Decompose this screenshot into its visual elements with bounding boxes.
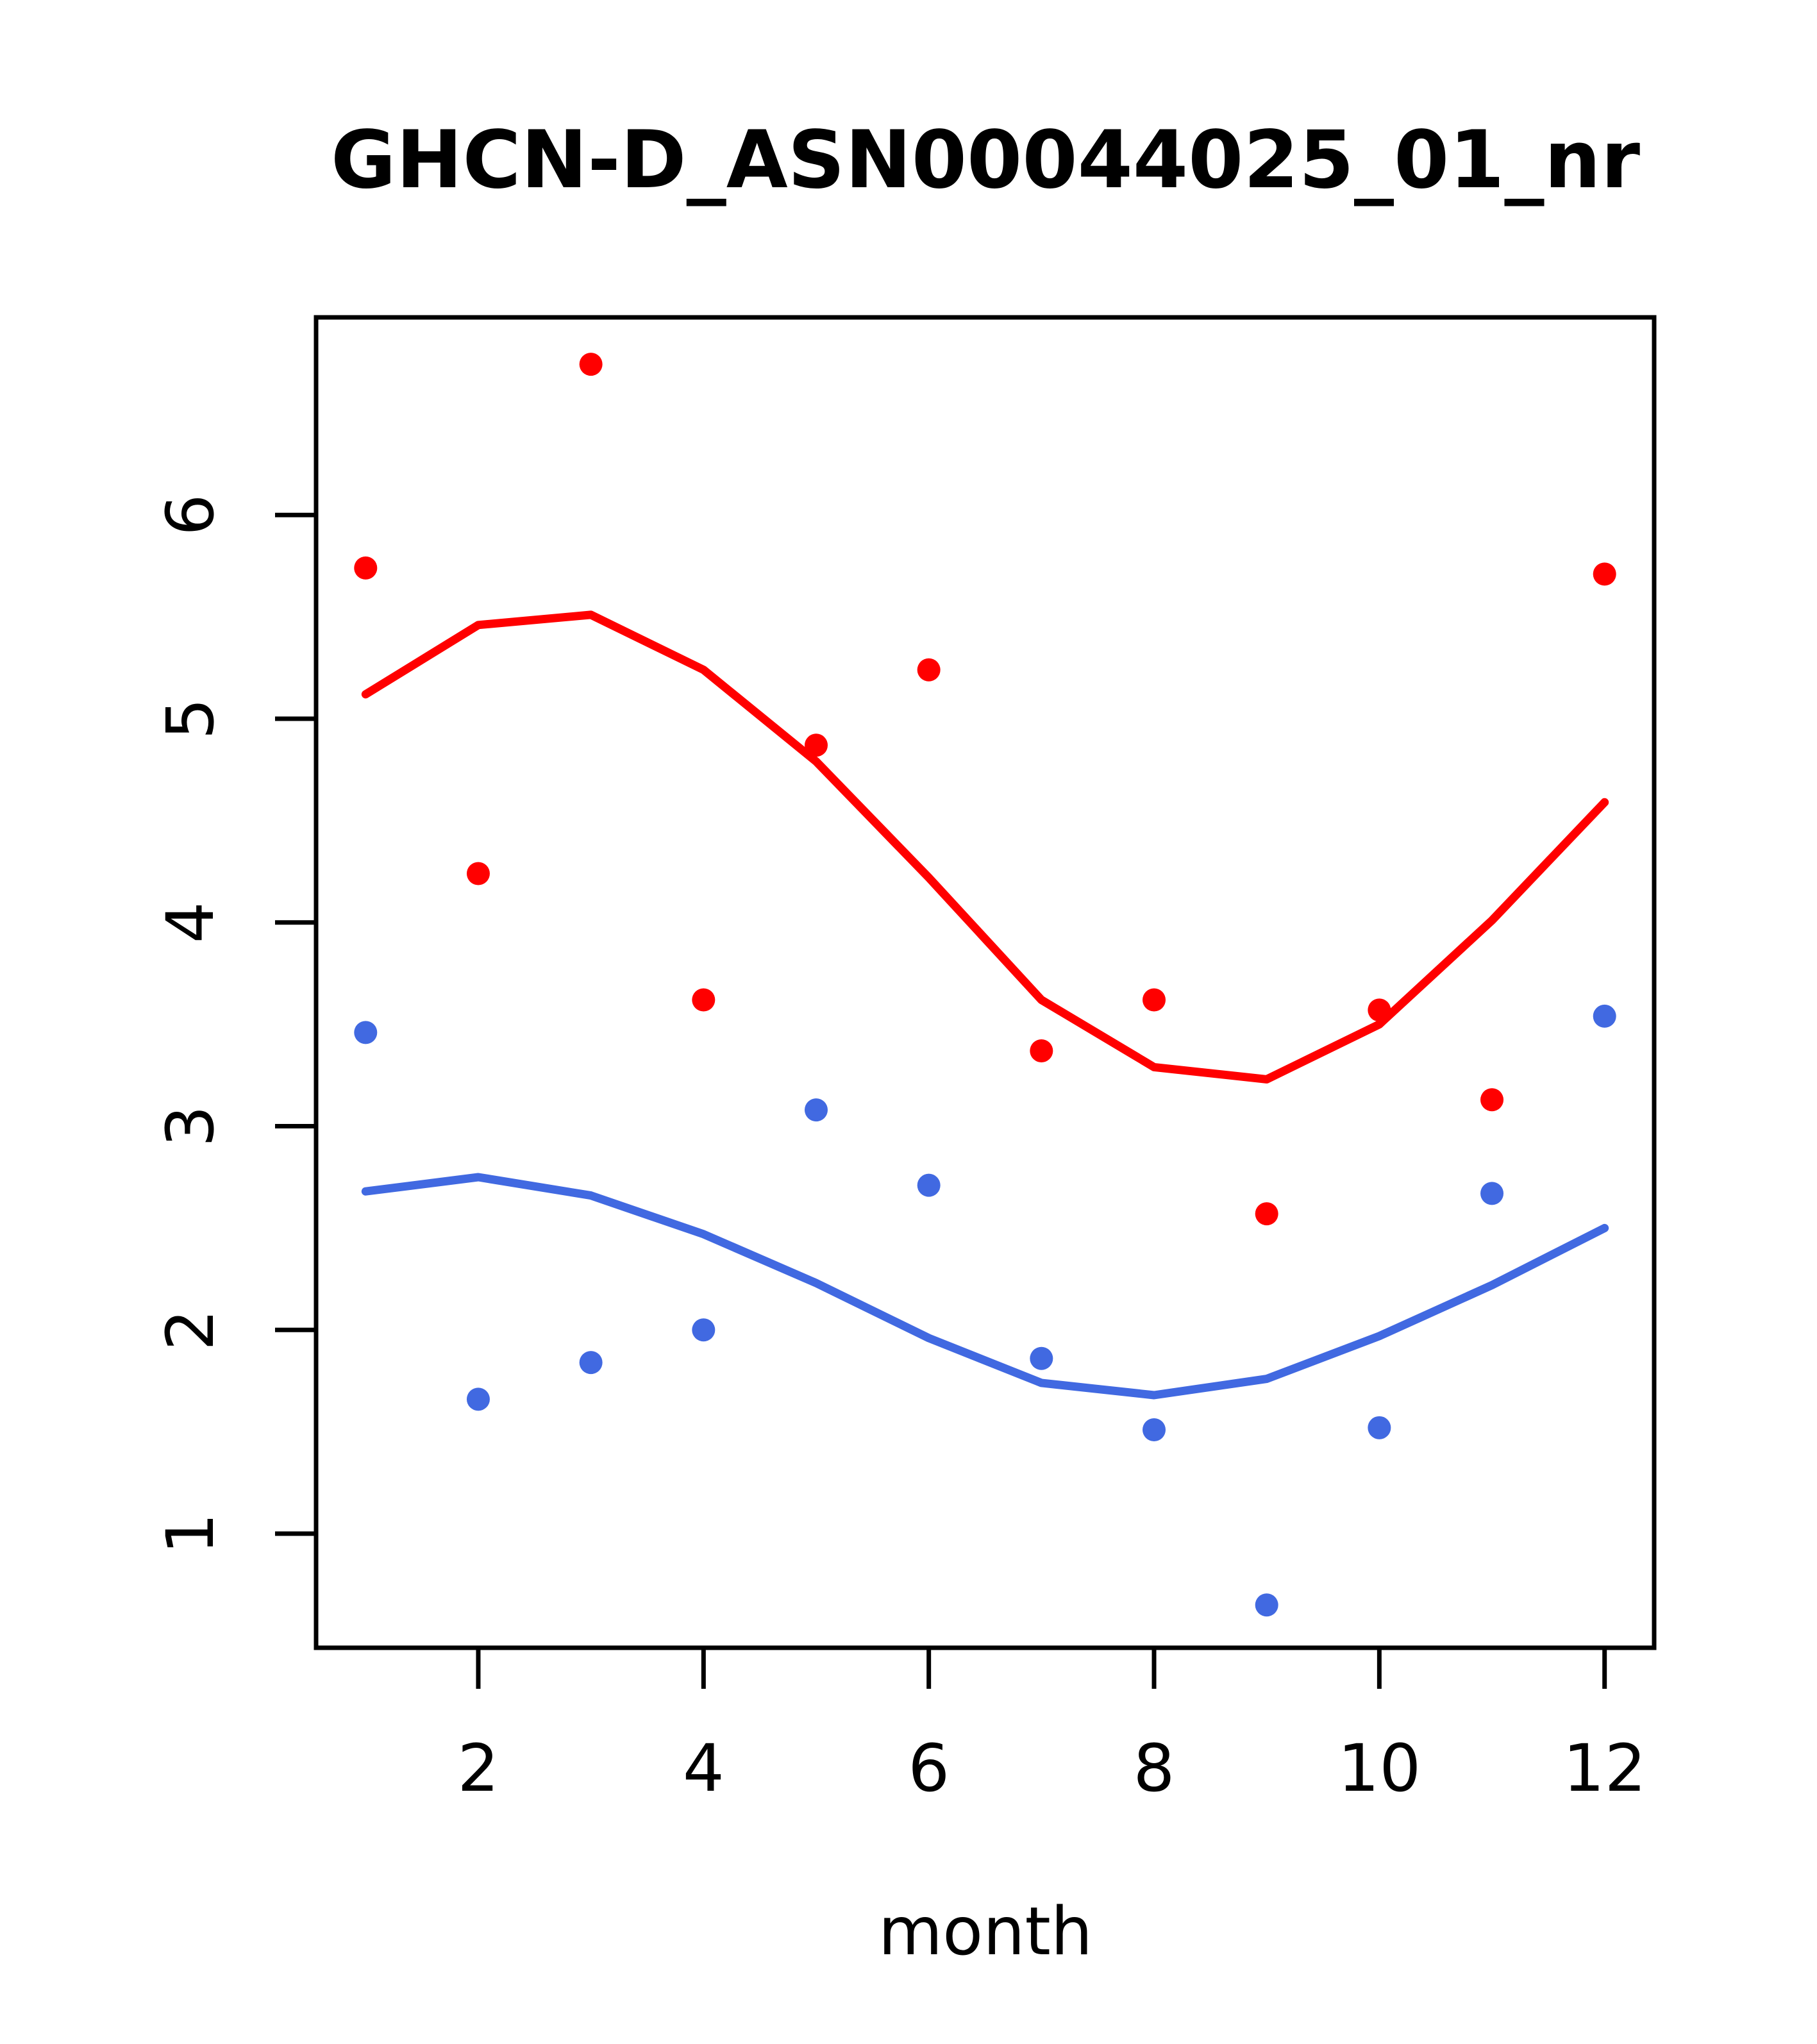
red-points-marker bbox=[354, 556, 378, 580]
red-points-marker bbox=[466, 862, 490, 885]
red-points-marker bbox=[692, 988, 716, 1012]
red-points-marker bbox=[1593, 562, 1616, 586]
x-axis-label: month bbox=[878, 1893, 1093, 1970]
plot-title: GHCN-D_ASN00044025_01_nr bbox=[331, 114, 1640, 206]
red-points-marker bbox=[1030, 1039, 1053, 1062]
blue-points-marker bbox=[466, 1387, 490, 1411]
x-tick-label: 4 bbox=[683, 1730, 724, 1807]
red-points-marker bbox=[917, 658, 941, 682]
blue-points-marker bbox=[917, 1173, 941, 1197]
y-tick-label: 1 bbox=[153, 1513, 229, 1555]
x-tick-label: 8 bbox=[1134, 1730, 1175, 1807]
y-tick-label: 5 bbox=[153, 698, 229, 740]
blue-points-marker bbox=[579, 1351, 603, 1375]
x-tick-label: 12 bbox=[1563, 1730, 1646, 1807]
red-points-marker bbox=[804, 733, 828, 757]
red-smooth-line bbox=[361, 610, 1609, 1084]
blue-points-marker bbox=[1255, 1593, 1278, 1617]
data-series bbox=[354, 353, 1616, 1617]
x-tick-label: 2 bbox=[458, 1730, 499, 1807]
plot-box bbox=[314, 315, 1657, 1650]
blue-points-marker bbox=[804, 1098, 828, 1122]
y-tick-label: 4 bbox=[153, 901, 229, 943]
red-points-marker bbox=[579, 353, 603, 376]
y-tick-label: 6 bbox=[153, 494, 229, 536]
x-tick-label: 6 bbox=[908, 1730, 950, 1807]
blue-points-marker bbox=[1143, 1418, 1166, 1441]
blue-points-marker bbox=[1480, 1182, 1504, 1205]
y-tick-label: 3 bbox=[153, 1105, 229, 1147]
red-points-marker bbox=[1255, 1202, 1278, 1226]
blue-points-marker bbox=[692, 1318, 716, 1342]
blue-points-marker bbox=[1030, 1346, 1053, 1370]
blue-points-marker bbox=[1368, 1416, 1391, 1439]
blue-points-marker bbox=[1593, 1004, 1616, 1028]
x-tick-label: 10 bbox=[1337, 1730, 1421, 1807]
y-tick-label: 2 bbox=[153, 1309, 229, 1351]
red-points-marker bbox=[1143, 988, 1166, 1012]
blue-smooth-line bbox=[361, 1173, 1609, 1400]
red-points-marker bbox=[1480, 1088, 1504, 1112]
blue-points-marker bbox=[354, 1021, 378, 1044]
